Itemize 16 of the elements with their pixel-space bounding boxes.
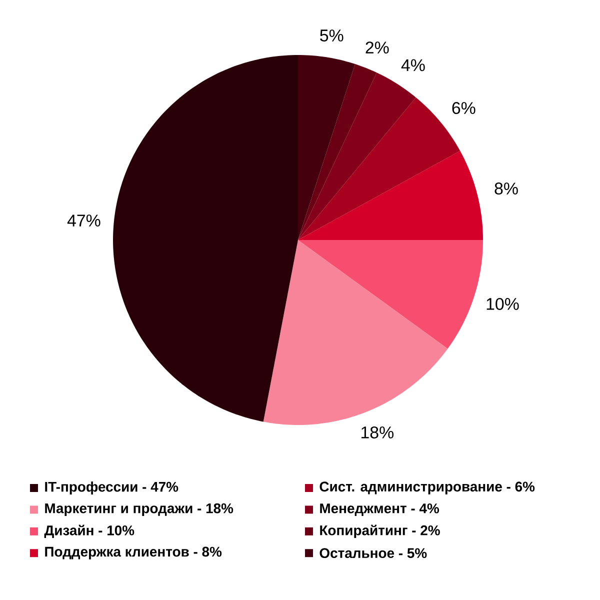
legend-label: Дизайн - 10% bbox=[44, 524, 134, 538]
legend-label: Остальное - 5% bbox=[320, 548, 427, 558]
legend-label: Копирайтинг - 2% bbox=[320, 524, 440, 538]
data-label: 10% bbox=[486, 298, 519, 310]
data-label: 18% bbox=[362, 426, 394, 438]
data-label: 47% bbox=[67, 214, 100, 226]
legend-label: IT-профессии - 47% bbox=[45, 481, 178, 494]
data-label: 4% bbox=[401, 59, 425, 72]
legend-label: Маркетинг и продажи - 18% bbox=[45, 503, 234, 516]
data-label: 5% bbox=[320, 30, 344, 42]
legend-label: Поддержка клиентов - 8% bbox=[45, 546, 222, 560]
data-label: 6% bbox=[452, 102, 476, 114]
data-label: 8% bbox=[494, 182, 518, 195]
legend-label: Сист. администрирование - 6% bbox=[320, 482, 535, 494]
legend-label: Менеджмент - 4% bbox=[320, 503, 440, 516]
data-label: 2% bbox=[366, 42, 389, 54]
